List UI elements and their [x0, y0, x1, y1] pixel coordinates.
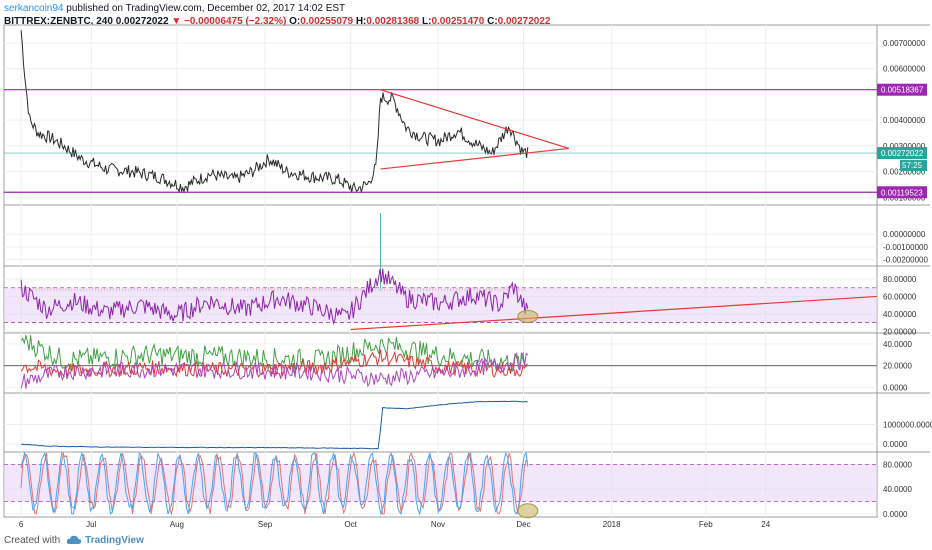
plot-frame	[3, 24, 878, 518]
y-tick-label: 0.00300000	[883, 142, 926, 151]
y-tick-label: 1000000.0000	[883, 420, 932, 429]
obv-series	[21, 400, 528, 450]
tradingview-logo[interactable]: TradingView	[66, 535, 144, 546]
open-value: 0.00255079	[300, 16, 354, 27]
y-tick-label: 0.0000	[883, 440, 908, 449]
y-tick-label: 0.00400000	[883, 116, 926, 125]
triangle-lower-line	[380, 147, 569, 170]
countdown-tag-label: 57:25	[902, 161, 923, 170]
y-tick-label: -0.00100000	[883, 243, 928, 252]
x-tick-label: Dec	[516, 520, 530, 529]
change-value: −0.00006475 (−2.32%)	[184, 16, 287, 27]
symbol-label: BITTREX:ZENBTC, 240	[4, 16, 113, 27]
x-tick-label: Feb	[699, 520, 713, 529]
dmi-series-0	[20, 335, 529, 372]
resistance-tag-1	[877, 186, 927, 199]
stoch-k-series	[20, 451, 528, 516]
stoch-highlight-marker	[517, 503, 539, 519]
y-tick-label: 60.00000	[883, 292, 917, 301]
dmi-series-2	[20, 351, 529, 389]
low-label: L:	[422, 16, 432, 27]
x-tick-label: 6	[19, 520, 24, 529]
x-tick-label: Nov	[431, 520, 445, 529]
x-tick-label: Sep	[258, 520, 273, 529]
author-name[interactable]: serkancoin94	[4, 3, 64, 14]
y-tick-label: 0.00600000	[883, 65, 926, 74]
published-text: published on TradingView.com, December 0…	[66, 3, 346, 14]
countdown-tag	[900, 160, 927, 172]
symbol-row: BITTREX:ZENBTC, 240 0.00272022 ▼ −0.0000…	[4, 15, 924, 28]
y-tick-label: 0.00700000	[883, 39, 926, 48]
y-tick-label: 80.00000	[883, 275, 917, 284]
y-tick-label: 20.00000	[883, 327, 917, 336]
high-label: H:	[355, 16, 367, 27]
x-tick-label: 2018	[603, 520, 621, 529]
last-price-tag-label: 0.00272022	[881, 149, 924, 158]
change-arrow-icon: ▼	[171, 16, 182, 27]
rsi-series	[20, 268, 529, 326]
stoch-band	[4, 464, 877, 502]
x-tick-label: Jul	[86, 520, 96, 529]
y-tick-label: 40.0000	[883, 485, 912, 494]
y-tick-label: 0.0000	[883, 510, 908, 519]
high-value: 0.00281368	[366, 16, 420, 27]
resistance-tag-label: 0.00119523	[881, 188, 923, 197]
y-tick-label: 80.0000	[883, 460, 912, 469]
tradingview-brand: TradingView	[85, 534, 144, 546]
y-tick-label: 0.00000000	[883, 230, 926, 239]
y-tick-label: 40.00000	[883, 310, 917, 319]
y-tick-label: -0.00200000	[883, 256, 928, 265]
triangle-upper-line	[380, 89, 570, 150]
low-value: 0.00251470	[431, 16, 485, 27]
chart-header: serkancoin94 published on TradingView.co…	[4, 2, 924, 28]
last-price: 0.00272022	[115, 16, 169, 27]
y-tick-label: 0.00200000	[883, 168, 926, 177]
created-with-label: Created with	[4, 534, 61, 546]
resistance-tag-label: 0.00518367	[881, 86, 924, 95]
y-tick-label: 40.0000	[883, 340, 912, 349]
cloud-icon	[66, 535, 82, 544]
price-series	[20, 30, 529, 194]
x-tick-label: Aug	[170, 520, 184, 529]
resistance-tag-0	[877, 83, 927, 96]
chart-canvas[interactable]: 6 Jul Aug Sep Oct Nov Dec 2018 Feb 24 0.00700000 0.…	[0, 0, 932, 530]
footer: Created with TradingView	[4, 532, 144, 548]
x-tick-label: Oct	[344, 520, 357, 529]
last-price-tag	[877, 147, 927, 160]
close-label: C:	[487, 16, 498, 27]
open-label: O:	[289, 16, 301, 27]
rsi-highlight-marker	[517, 309, 539, 323]
y-tick-label: 20.0000	[883, 362, 912, 371]
close-value: 0.00272022	[497, 16, 551, 27]
rsi-trendline	[350, 295, 878, 331]
stoch-d-series	[20, 451, 529, 516]
x-tick-label: 24	[761, 520, 770, 529]
y-tick-label: 0.0000	[883, 384, 908, 393]
